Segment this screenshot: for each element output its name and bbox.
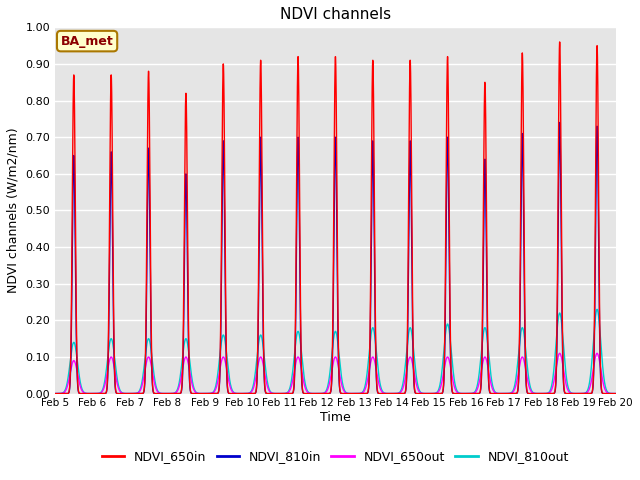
NDVI_650in: [408, 139, 415, 144]
NDVI_810in: [497, 391, 504, 396]
NDVI_650out: [383, 391, 390, 396]
NDVI_810in: [383, 391, 390, 396]
NDVI_810out: [467, 391, 475, 396]
NDVI_810out: [383, 391, 390, 396]
NDVI_810in: [408, 200, 415, 205]
NDVI_650in: [556, 39, 563, 45]
NDVI_810in: [51, 391, 59, 396]
X-axis label: Time: Time: [320, 411, 351, 424]
NDVI_810out: [79, 389, 87, 395]
Line: NDVI_810out: NDVI_810out: [55, 309, 616, 394]
NDVI_650in: [254, 316, 262, 322]
NDVI_650out: [556, 350, 563, 356]
NDVI_810out: [497, 391, 504, 396]
NDVI_810out: [254, 345, 262, 350]
NDVI_650in: [497, 391, 504, 396]
NDVI_810out: [612, 391, 620, 396]
NDVI_810out: [593, 306, 601, 312]
NDVI_810in: [254, 334, 262, 339]
Line: NDVI_650in: NDVI_650in: [55, 42, 616, 394]
Legend: NDVI_650in, NDVI_810in, NDVI_650out, NDVI_810out: NDVI_650in, NDVI_810in, NDVI_650out, NDV…: [97, 445, 574, 468]
NDVI_650out: [79, 389, 87, 395]
NDVI_650out: [51, 391, 59, 396]
NDVI_810out: [51, 391, 59, 396]
NDVI_810in: [79, 391, 87, 396]
NDVI_650in: [79, 391, 87, 396]
NDVI_810out: [408, 328, 415, 334]
NDVI_650out: [497, 391, 504, 396]
NDVI_650in: [612, 391, 620, 396]
NDVI_650out: [612, 391, 620, 396]
Title: NDVI channels: NDVI channels: [280, 7, 391, 22]
NDVI_650in: [467, 391, 475, 396]
Text: BA_met: BA_met: [61, 35, 113, 48]
Y-axis label: NDVI channels (W/m2/nm): NDVI channels (W/m2/nm): [7, 128, 20, 293]
Line: NDVI_810in: NDVI_810in: [55, 122, 616, 394]
NDVI_810in: [556, 120, 563, 125]
NDVI_650in: [383, 391, 390, 396]
NDVI_650out: [254, 362, 262, 368]
NDVI_650out: [408, 356, 415, 361]
NDVI_810in: [612, 391, 620, 396]
NDVI_650in: [51, 391, 59, 396]
Line: NDVI_650out: NDVI_650out: [55, 353, 616, 394]
NDVI_650out: [467, 391, 475, 396]
NDVI_810in: [467, 391, 475, 396]
